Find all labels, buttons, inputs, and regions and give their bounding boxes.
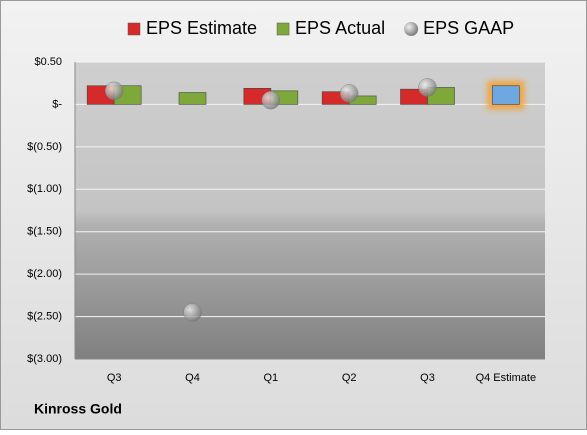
y-tick-label: $(2.50) — [27, 310, 62, 322]
legend-label: EPS Estimate — [146, 18, 257, 38]
y-tick-label: $(0.50) — [27, 141, 62, 153]
legend-marker — [276, 22, 290, 36]
footer: Kinross Gold — [34, 401, 122, 417]
legend-marker — [404, 22, 419, 36]
legend-label: EPS Actual — [295, 18, 385, 38]
y-tick-label: $0.50 — [34, 56, 62, 68]
x-tick-label: Q3 — [420, 372, 435, 384]
y-tick-label: $(1.00) — [27, 183, 62, 195]
gaap-point — [339, 84, 359, 103]
x-tick-label: Q4 Estimate — [476, 372, 537, 384]
x-tick-label: Q1 — [263, 372, 278, 384]
legend-label: EPS GAAP — [423, 18, 514, 38]
x-tick-label: Q2 — [342, 372, 357, 384]
bar — [492, 85, 520, 105]
y-tick-label: $(2.00) — [27, 268, 62, 280]
bar — [178, 92, 207, 105]
gaap-point — [104, 81, 124, 101]
y-tick-label: $(3.00) — [27, 353, 62, 365]
x-tick-label: Q3 — [107, 372, 122, 384]
legend-marker — [127, 22, 141, 36]
y-tick-label: $- — [52, 98, 62, 110]
x-tick-label: Q4 — [185, 372, 200, 384]
gaap-point — [183, 303, 202, 322]
y-tick-label: $(1.50) — [27, 226, 62, 238]
plot-area — [75, 62, 545, 359]
gaap-point — [418, 78, 437, 97]
gaap-point — [261, 90, 281, 110]
